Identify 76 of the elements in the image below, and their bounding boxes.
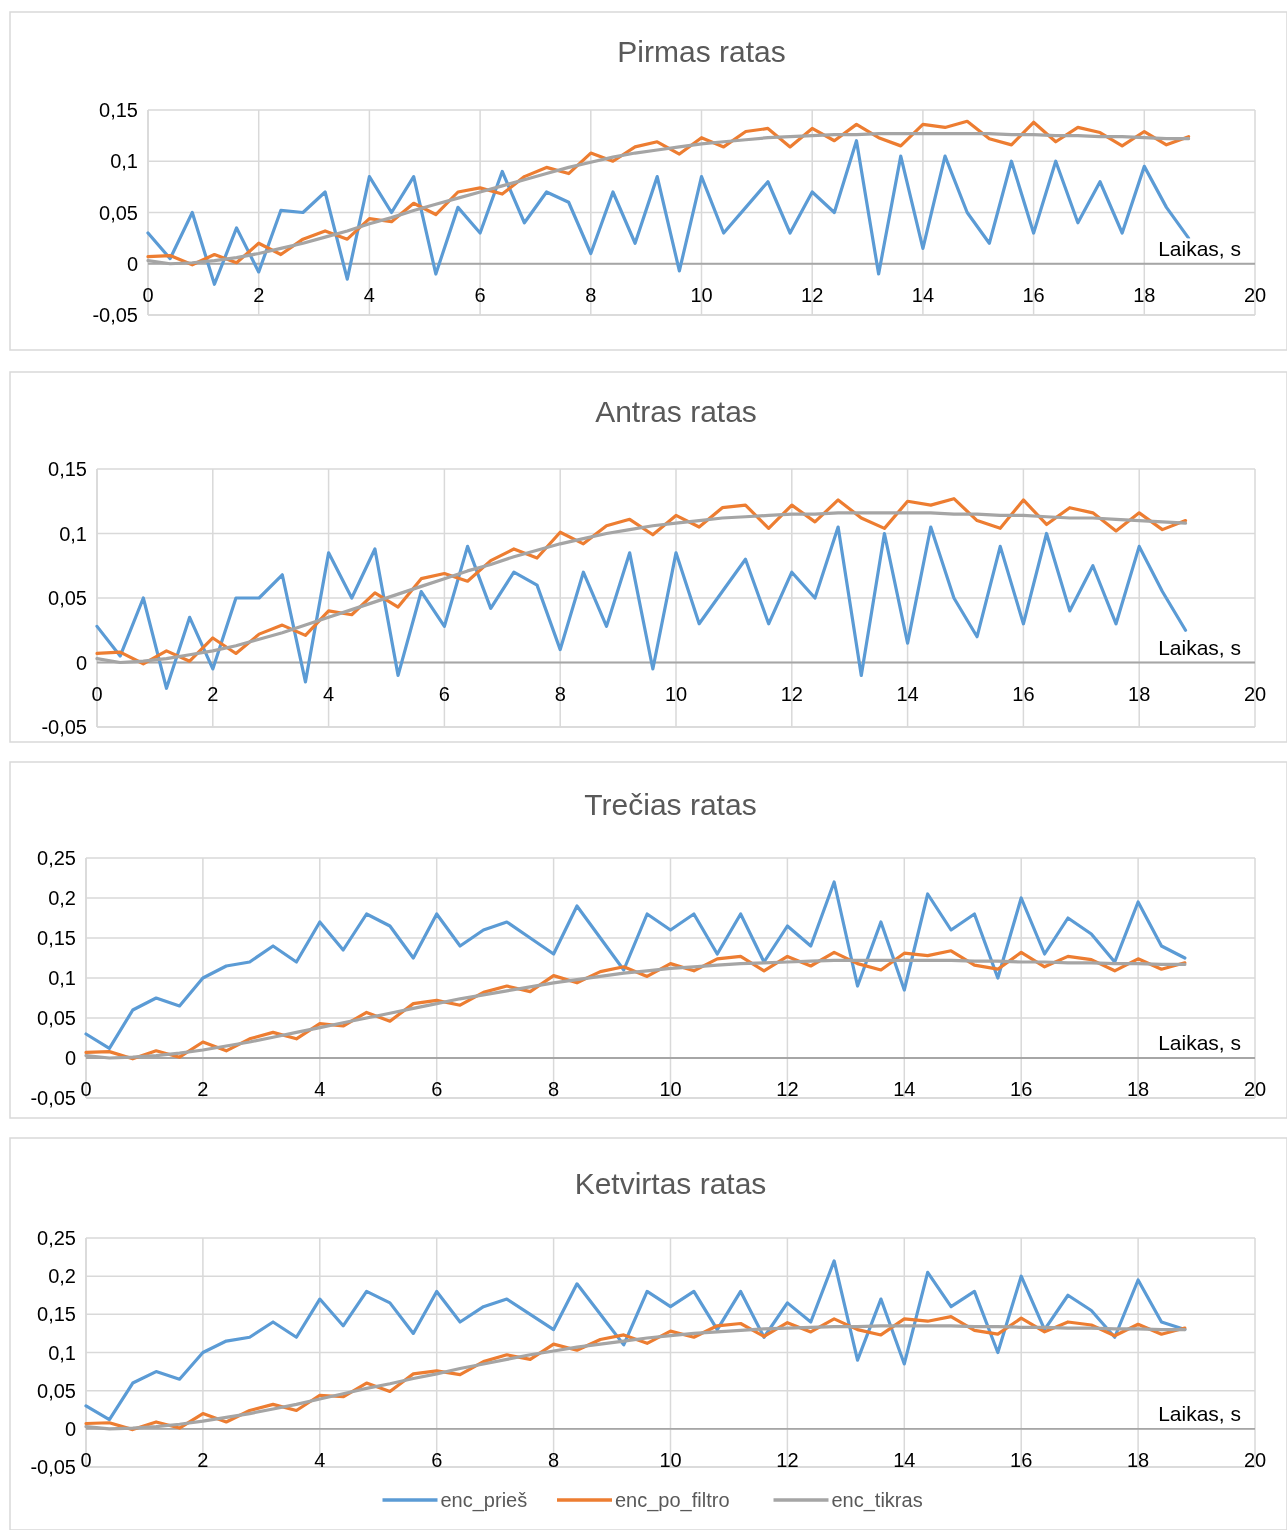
- x-tick-label: 20: [1243, 1448, 1267, 1471]
- x-tick-label: 20: [1243, 283, 1267, 306]
- legend-label: enc_prieš: [440, 1489, 528, 1512]
- x-tick-label: 14: [896, 682, 919, 705]
- x-tick-label: 2: [197, 1448, 209, 1471]
- x-tick-label: 12: [776, 1448, 799, 1471]
- y-tick-label: 0,2: [48, 887, 76, 909]
- y-tick-label: 0,1: [110, 150, 138, 173]
- y-tick-label: 0,15: [48, 458, 87, 480]
- y-tick-label: 0,05: [37, 1379, 76, 1402]
- x-tick-label: 18: [1126, 1448, 1150, 1471]
- x-tick-label: 8: [548, 1448, 560, 1471]
- x-tick-label: 2: [197, 1078, 209, 1100]
- x-tick-label: 4: [314, 1448, 326, 1471]
- x-tick-label: 16: [1012, 682, 1035, 705]
- x-axis-title: Laikas, s: [1158, 236, 1241, 260]
- x-tick-label: 12: [776, 1078, 799, 1100]
- y-tick-label: -0,05: [41, 716, 87, 738]
- chart-title: Ketvirtas ratas: [574, 1167, 767, 1200]
- x-tick-label: 18: [1126, 1078, 1150, 1100]
- x-tick-label: 16: [1010, 1448, 1033, 1471]
- x-tick-label: 16: [1010, 1078, 1033, 1100]
- x-tick-label: 4: [323, 682, 335, 705]
- x-tick-label: 8: [585, 283, 597, 306]
- x-tick-label: 10: [659, 1448, 682, 1471]
- chart-title: Trečias ratas: [584, 788, 757, 821]
- y-tick-label: -0,05: [92, 304, 138, 326]
- x-tick-label: 10: [664, 682, 688, 705]
- x-tick-label: 2: [253, 283, 265, 306]
- chart-title: Antras ratas: [595, 395, 757, 428]
- x-axis-title: Laikas, s: [1158, 1031, 1241, 1054]
- legend-label: enc_tikras: [831, 1489, 923, 1512]
- x-tick-label: 14: [911, 283, 935, 306]
- chart-title: Pirmas ratas: [617, 35, 786, 68]
- y-tick-label: 0,25: [37, 1227, 76, 1249]
- x-tick-label: 6: [431, 1448, 443, 1471]
- x-tick-label: 10: [659, 1078, 682, 1100]
- y-tick-label: 0,15: [37, 1303, 76, 1326]
- x-tick-label: 8: [548, 1078, 560, 1100]
- x-tick-label: 18: [1133, 283, 1156, 306]
- y-tick-label: 0,15: [99, 99, 138, 121]
- x-tick-label: 6: [431, 1078, 443, 1100]
- x-tick-label: 18: [1128, 682, 1151, 705]
- y-tick-label: -0,05: [30, 1456, 76, 1478]
- y-tick-label: 0,1: [48, 967, 76, 989]
- y-tick-label: 0,05: [99, 201, 138, 224]
- y-tick-label: 0,05: [48, 587, 87, 609]
- y-tick-label: 0,2: [48, 1265, 76, 1288]
- y-tick-label: 0,15: [37, 927, 76, 949]
- x-tick-label: 20: [1243, 682, 1267, 705]
- y-tick-label: -0,05: [30, 1087, 76, 1109]
- x-tick-label: 6: [474, 283, 486, 306]
- x-tick-label: 6: [438, 682, 450, 705]
- x-tick-label: 2: [207, 682, 219, 705]
- y-tick-label: 0: [75, 651, 87, 674]
- y-tick-label: 0: [64, 1047, 76, 1069]
- y-tick-label: 0,1: [59, 522, 87, 545]
- x-tick-label: 14: [893, 1078, 916, 1100]
- x-tick-label: 16: [1022, 283, 1045, 306]
- y-tick-label: 0: [64, 1417, 76, 1440]
- x-tick-label: 4: [363, 283, 375, 306]
- y-tick-label: 0,05: [37, 1007, 76, 1029]
- x-axis-title: Laikas, s: [1158, 635, 1241, 659]
- x-tick-label: 4: [314, 1078, 326, 1100]
- y-tick-label: 0,25: [37, 847, 76, 869]
- x-tick-label: 12: [801, 283, 824, 306]
- x-tick-label: 0: [142, 283, 154, 306]
- x-tick-label: 14: [893, 1448, 916, 1471]
- y-tick-label: 0: [126, 252, 138, 275]
- legend-label: enc_po_filtro: [615, 1489, 730, 1512]
- y-tick-label: 0,1: [48, 1341, 76, 1364]
- x-tick-label: 20: [1243, 1078, 1267, 1100]
- x-tick-label: 8: [554, 682, 566, 705]
- x-tick-label: 12: [780, 682, 803, 705]
- x-axis-title: Laikas, s: [1158, 1401, 1241, 1425]
- x-tick-label: 10: [690, 283, 713, 306]
